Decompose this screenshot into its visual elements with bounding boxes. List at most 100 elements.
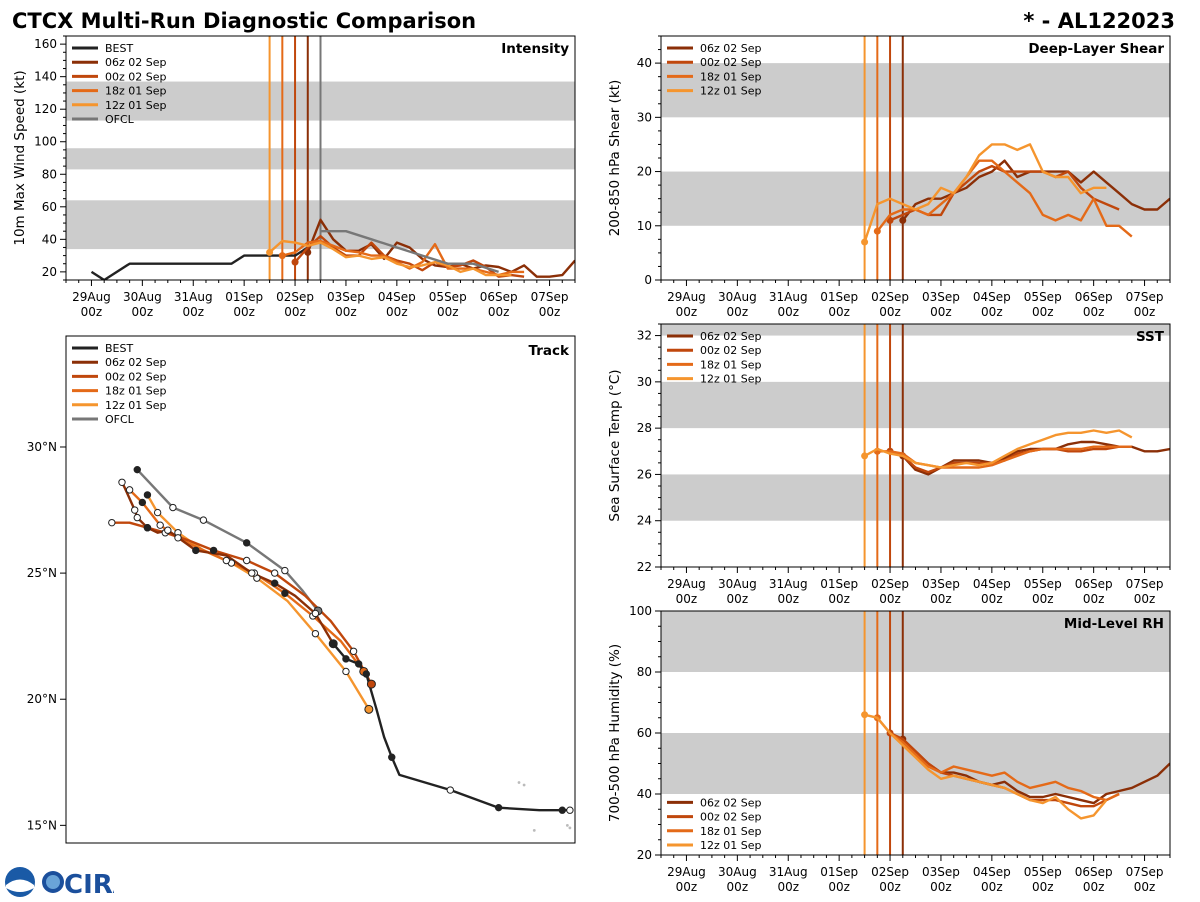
track-point-best: [446, 786, 454, 794]
rh-x-tick-label: 03Sep 00z: [922, 865, 960, 894]
shear-band-1: [661, 63, 1170, 118]
cira-logo: CIRA: [4, 866, 133, 900]
shear-x-tick-label: 03Sep 00z: [922, 290, 960, 319]
track-y-axis: 15°N 20°N 25°N 30°N: [27, 440, 66, 832]
track-point-best: [342, 655, 350, 663]
intensity-start-point-00z-02-sep: [291, 258, 299, 266]
rh-y-tick-label: 40: [637, 787, 652, 801]
shear-x-tick-label: 01Sep 00z: [820, 290, 858, 319]
track-point-best: [362, 670, 371, 678]
rh-band-0: [661, 733, 1170, 794]
track-y-tick-label: 30°N: [27, 440, 57, 454]
sst-y-axis-label: Sea Surface Temp (°C): [607, 369, 623, 521]
rh-x-tick-label: 29Aug 00z: [667, 865, 706, 894]
rh-y-tick-label: 60: [637, 726, 652, 740]
island-speck: [522, 783, 526, 787]
storm-id: * - AL122023: [1023, 9, 1175, 33]
shear-y-tick-label: 0: [644, 273, 652, 287]
legend-label-00z-02-sep: 00z 02 Sep: [700, 56, 762, 69]
track-point-18z-01-sep: [125, 486, 134, 494]
intensity-panel: 20 40 60 80 100 120 140 160 10m Max Wind Speed (…: [12, 35, 576, 319]
shear-line-12z-01-sep: [863, 143, 1107, 243]
track-point-18z-01-sep: [156, 521, 164, 529]
rh-x-tick-label: 07Sep 00z: [1126, 865, 1164, 894]
track-point-best: [494, 803, 503, 812]
rh-x-tick-label: 02Sep 00z: [871, 865, 909, 894]
shear-x-tick-label: 02Sep 00z: [871, 290, 909, 319]
track-point-06z-02-sep: [131, 506, 139, 514]
rh-y-tick-label: 80: [637, 665, 652, 679]
sst-x-tick-label: 06Sep 00z: [1075, 577, 1113, 606]
rh-x-tick-label: 30Aug 00z: [718, 865, 757, 894]
intensity-series: [90, 218, 575, 280]
legend-label-00z-02-sep: 00z 02 Sep: [105, 370, 167, 383]
shear-x-tick-label: 04Sep 00z: [973, 290, 1011, 319]
sst-x-tick-label: 04Sep 00z: [973, 577, 1011, 606]
intensity-x-tick-label: 07Sep 00z: [531, 290, 569, 319]
track-point-ofcl: [169, 503, 177, 512]
intensity-x-tick-label: 01Sep 00z: [225, 290, 263, 319]
sst-y-axis: 22 24 26 28 30 32 Sea Surface Temp (°C): [607, 323, 661, 574]
shear-y-tick-label: 40: [637, 56, 652, 70]
legend-label-00z-02-sep: 00z 02 Sep: [700, 344, 762, 357]
rh-y-axis-label: 700-500 hPa Humidity (%): [607, 644, 623, 822]
legend-label-06z-02-sep: 06z 02 Sep: [700, 330, 762, 343]
intensity-x-tick-label: 04Sep 00z: [378, 290, 416, 319]
track-point-best: [329, 640, 337, 648]
intensity-x-tick-label: 31Aug 00z: [174, 290, 213, 319]
track-line-18z-01-sep: [128, 489, 365, 673]
track-point-00z-02-sep: [349, 647, 358, 655]
rh-x-tick-label: 05Sep 00z: [1024, 865, 1062, 894]
sst-x-tick-label: 29Aug 00z: [667, 577, 706, 606]
track-point-06z-02-sep: [270, 579, 279, 587]
track-point-best: [558, 806, 566, 814]
sst-y-tick-label: 26: [637, 467, 652, 481]
track-point-00z-02-sep: [242, 556, 251, 565]
track-point-ofcl: [133, 465, 141, 474]
intensity-x-tick-label: 05Sep 00z: [429, 290, 467, 319]
intensity-x-tick-label: 06Sep 00z: [480, 290, 518, 319]
shear-line-18z-01-sep: [876, 159, 1133, 238]
track-point-00z-02-sep: [209, 546, 218, 555]
shear-series: [861, 143, 1170, 246]
intensity-x-tick-label: 29Aug 00z: [72, 290, 111, 319]
legend-label-12z-01-sep: 12z 01 Sep: [700, 85, 762, 98]
legend-label-12z-01-sep: 12z 01 Sep: [700, 839, 762, 852]
rh-line-12z-01-sep: [864, 713, 1108, 820]
track-point-06z-02-sep: [143, 524, 152, 532]
track-y-tick-label: 20°N: [27, 692, 57, 706]
track-point-12z-01-sep: [342, 667, 350, 676]
legend-label-18z-01-sep: 18z 01 Sep: [700, 70, 762, 83]
intensity-y-tick-label: 80: [42, 167, 57, 181]
shear-x-axis: 29Aug 00z 30Aug 00z 31Aug 00z 01Sep 00z 02Sep 00z…: [660, 280, 1171, 319]
shear-y-tick-label: 20: [637, 165, 652, 179]
shear-y-tick-label: 30: [637, 110, 652, 124]
rh-y-tick-label: 100: [629, 604, 652, 618]
rh-x-axis: 29Aug 00z 30Aug 00z 31Aug 00z 01Sep 00z 02Sep 00z…: [660, 855, 1171, 894]
sst-x-tick-label: 02Sep 00z: [871, 577, 909, 606]
intensity-y-axis-label: 10m Max Wind Speed (kt): [12, 70, 28, 245]
track-point-12z-01-sep: [364, 704, 374, 714]
legend-label-12z-01-sep: 12z 01 Sep: [105, 99, 167, 112]
sst-x-tick-label: 30Aug 00z: [718, 577, 757, 606]
intensity-y-tick-label: 60: [42, 200, 57, 214]
cira-wordmark: CIRA: [64, 870, 114, 898]
shear-x-tick-label: 31Aug 00z: [769, 290, 808, 319]
track-point-12z-01-sep: [143, 491, 152, 499]
track-land-specks: [517, 781, 572, 832]
track-point-best: [388, 753, 396, 761]
sst-y-tick-label: 32: [637, 329, 652, 343]
legend-label-18z-01-sep: 18z 01 Sep: [105, 85, 167, 98]
rh-series: [861, 711, 1170, 820]
track-point-12z-01-sep: [311, 629, 320, 638]
track-point-06z-02-sep: [118, 478, 126, 486]
legend-label-18z-01-sep: 18z 01 Sep: [700, 358, 762, 371]
sst-start-point-12z-01-sep: [861, 452, 869, 460]
shear-band-0: [661, 171, 1170, 226]
sst-line-12z-01-sep: [864, 429, 1133, 469]
track-series: [108, 465, 574, 814]
track-point-18z-01-sep: [138, 498, 147, 507]
rh-x-tick-label: 06Sep 00z: [1075, 865, 1113, 894]
